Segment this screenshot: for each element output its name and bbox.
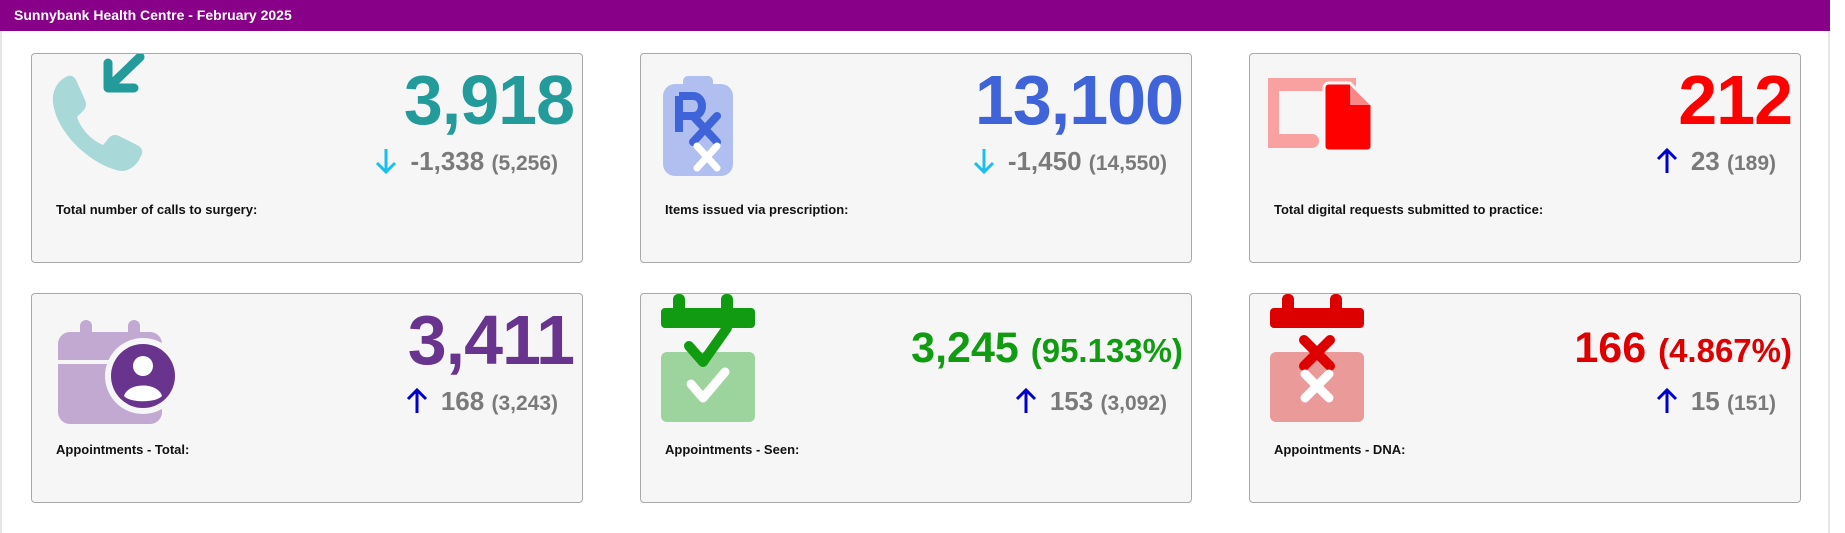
kpi-change-value: -1,338 (410, 146, 485, 176)
kpi-previous-value: (14,550) (1088, 152, 1167, 175)
kpi-change: 153 (3,092) (1014, 386, 1167, 419)
kpi-value-row: 3,245 (95.133%) (911, 322, 1183, 377)
kpi-value: 3,245 (911, 324, 1019, 372)
calendar-cross-icon (1270, 294, 1364, 422)
page-title: Sunnybank Health Centre - February 2025 (0, 0, 1830, 31)
phone-incoming-icon (52, 54, 145, 171)
kpi-change-value: 168 (440, 386, 485, 416)
kpi-label: Appointments - DNA: (1274, 442, 1406, 457)
kpi-change: -1,338 (5,256) (374, 146, 558, 179)
kpi-value: 13,100 (974, 61, 1184, 139)
kpi-change-value: 15 (1690, 386, 1720, 416)
arrow-up-icon (1656, 147, 1677, 173)
kpi-label: Appointments - Total: (56, 442, 190, 457)
kpi-label: Total number of calls to surgery: (56, 202, 258, 217)
kpi-card-appointments-total: 3,411 168 (3,243) Appointments - Total: (31, 293, 583, 503)
kpi-percent: (4.867%) (1658, 332, 1792, 369)
calendar-user-icon (58, 320, 180, 424)
kpi-previous-value: (3,243) (491, 392, 558, 415)
kpi-value: 212 (1678, 61, 1793, 139)
kpi-value: 3,918 (403, 61, 575, 139)
kpi-card-digital-requests: 212 23 (189) Total digital requests subm… (1249, 53, 1801, 263)
kpi-label: Total digital requests submitted to prac… (1274, 202, 1544, 217)
frame-border-left (0, 31, 2, 533)
kpi-change-value: 23 (1690, 146, 1720, 176)
kpi-change: -1,450 (14,550) (972, 146, 1167, 179)
frame-border-right (1828, 31, 1830, 533)
kpi-label: Items issued via prescription: (665, 202, 849, 217)
kpi-previous-value: (151) (1726, 392, 1776, 415)
kpi-previous-value: (5,256) (491, 152, 558, 175)
kpi-value-row: 166 (4.867%) (1574, 322, 1792, 377)
digital-request-icon (1268, 78, 1374, 153)
kpi-label: Appointments - Seen: (665, 442, 800, 457)
arrow-down-icon (973, 149, 994, 175)
kpi-change-value: -1,450 (1007, 146, 1082, 176)
kpi-change: 15 (151) (1655, 386, 1776, 419)
arrow-up-icon (1656, 387, 1677, 413)
kpi-value: 3,411 (407, 301, 575, 379)
calendar-check-icon (661, 294, 755, 422)
kpi-previous-value: (189) (1726, 152, 1776, 175)
kpi-card-appointments-dna: 166 (4.867%) 15 (151) Appointments - DNA… (1249, 293, 1801, 503)
kpi-previous-value: (3,092) (1100, 392, 1167, 415)
kpi-change: 23 (189) (1655, 146, 1776, 179)
arrow-up-icon (1015, 387, 1036, 413)
kpi-change: 168 (3,243) (405, 386, 558, 419)
prescription-icon (663, 76, 733, 176)
kpi-card-appointments-seen: 3,245 (95.133%) 153 (3,092) Appointments… (640, 293, 1192, 503)
kpi-card-calls: 3,918 -1,338 (5,256) Total number of cal… (31, 53, 583, 263)
kpi-card-prescriptions: 13,100 -1,450 (14,550) Items issued via … (640, 53, 1192, 263)
arrow-down-icon (376, 149, 397, 175)
kpi-percent: (95.133%) (1030, 332, 1183, 369)
arrow-up-icon (406, 387, 427, 413)
kpi-change-value: 153 (1049, 386, 1094, 416)
kpi-value: 166 (1574, 324, 1647, 372)
